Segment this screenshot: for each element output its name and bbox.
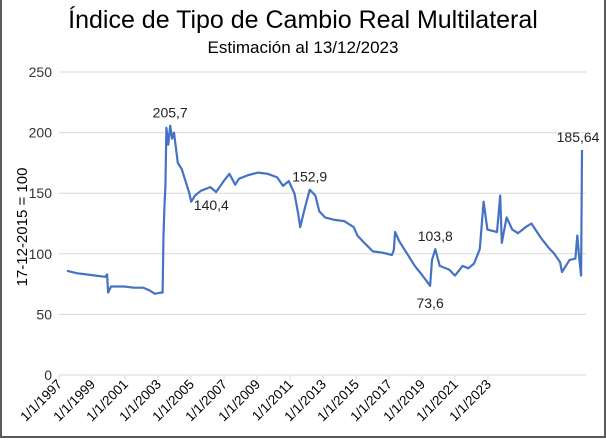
y-tick-label: 0: [44, 367, 52, 383]
y-tick-label: 150: [29, 185, 53, 201]
series-line: [66, 124, 584, 295]
data-label: 152,9: [292, 169, 327, 185]
data-label: 140,4: [194, 197, 229, 213]
data-label: 73,6: [416, 295, 443, 311]
data-label: 103,8: [418, 228, 453, 244]
data-label: 185,64: [557, 129, 600, 145]
y-tick-label: 100: [29, 246, 53, 262]
y-tick-label: 50: [36, 306, 52, 322]
y-tick-label: 250: [29, 64, 53, 80]
y-axis-label: 17-12-2015 = 100: [14, 168, 31, 287]
chart-subtitle: Estimación al 13/12/2023: [207, 38, 399, 57]
y-tick-label: 200: [29, 125, 53, 141]
chart-title: Índice de Tipo de Cambio Real Multilater…: [68, 6, 538, 34]
data-label: 205,7: [153, 105, 188, 121]
